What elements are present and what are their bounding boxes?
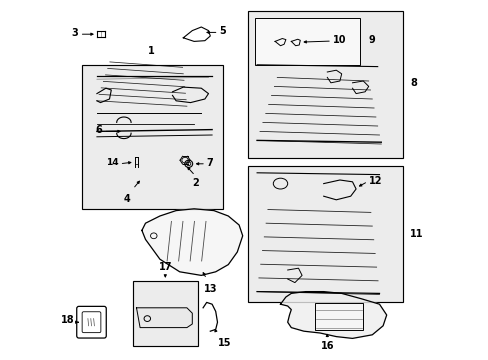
Text: 15: 15 [217, 338, 230, 348]
Text: 13: 13 [203, 284, 217, 294]
Bar [247, 166, 402, 302]
Text: 11: 11 [409, 229, 423, 239]
Polygon shape [280, 292, 386, 338]
Bar [247, 11, 402, 158]
Text: 18: 18 [61, 315, 75, 325]
Text: 8: 8 [409, 78, 416, 88]
Text: 12: 12 [368, 176, 382, 186]
Text: 6: 6 [95, 125, 102, 135]
Text: 3: 3 [71, 28, 78, 39]
Bar [314, 303, 363, 330]
Bar [255, 18, 359, 65]
Text: 2: 2 [192, 178, 199, 188]
Text: 4: 4 [124, 194, 131, 204]
Text: 7: 7 [206, 158, 213, 168]
Text: 9: 9 [368, 35, 375, 45]
Text: 1: 1 [147, 46, 154, 56]
Text: 17: 17 [158, 262, 172, 272]
Bar [133, 281, 197, 346]
Text: 10: 10 [332, 35, 346, 45]
Text: 5: 5 [219, 26, 225, 36]
Text: 14: 14 [106, 158, 118, 167]
Polygon shape [142, 209, 242, 275]
Bar [82, 65, 223, 209]
Text: 16: 16 [320, 341, 333, 351]
Polygon shape [136, 308, 192, 328]
